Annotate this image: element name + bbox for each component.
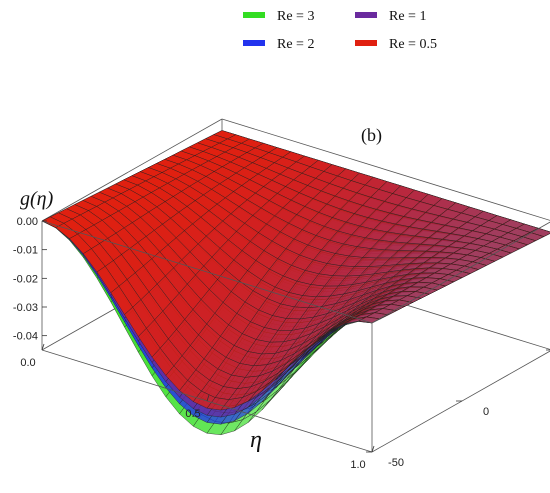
legend-label: Re = 3 [277,9,314,24]
box-edge [41,220,373,324]
x-tick-mark [371,445,375,453]
z-tick-label: -0.02 [13,273,38,285]
surface-re-0-5 [41,130,550,411]
box-edge [41,118,223,222]
legend-swatch [243,12,265,18]
box-edge [221,118,550,221]
z-axis-label: g(η) [20,188,54,210]
legend-label: Re = 2 [277,37,314,52]
y-axis-ticks: -50050 [366,349,550,469]
box-edge [371,221,550,324]
x-tick-mark [206,394,210,402]
x-axis-label: η [250,427,262,453]
legend-label: Re = 1 [389,9,426,24]
z-axis-ticks: 0.00 -0.01 -0.02 -0.03 -0.04 [13,216,47,343]
z-tick-label: -0.03 [13,302,38,314]
x-tick-label: 0.0 [20,357,35,369]
surfaces [41,130,550,436]
legend-swatch [355,40,377,46]
x-axis-ticks: 0.0 0.5 1.0 [20,343,375,471]
panel-label: (b) [361,125,382,146]
y-tick-label: -50 [388,457,404,469]
z-tick-label: 0.00 [17,216,38,228]
legend: Re = 3 Re = 2 Re = 1 Re = 0.5 [243,9,437,52]
x-tick-mark [41,343,45,351]
legend-swatch [243,40,265,46]
legend-swatch [355,12,377,18]
x-tick-label: 0.5 [185,408,200,420]
y-tick-label: 0 [483,406,489,418]
x-tick-label: 1.0 [350,459,365,471]
legend-label: Re = 0.5 [389,37,437,52]
z-tick-label: -0.04 [13,331,38,343]
z-tick-label: -0.01 [13,245,38,257]
